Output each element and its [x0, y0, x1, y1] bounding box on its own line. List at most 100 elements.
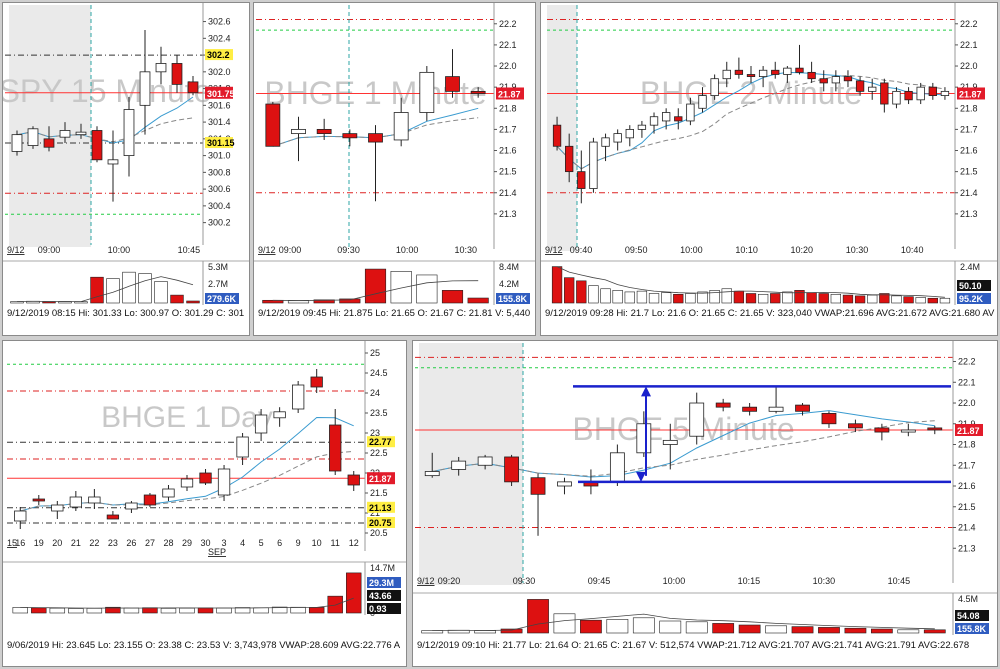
candle-body: [91, 130, 103, 161]
candle-body: [831, 76, 841, 84]
price-tick-label: 21.7: [499, 124, 517, 134]
price-tick-label: 21.6: [499, 146, 517, 156]
price-tick-label: 300.8: [208, 167, 231, 177]
candle-body: [722, 69, 731, 80]
volume-tick-label: 5.3M: [208, 262, 228, 272]
candle-body: [686, 103, 695, 122]
time-axis-label: 09:45: [588, 576, 611, 586]
volume-bar: [606, 619, 629, 634]
candle-body: [187, 81, 199, 94]
volume-bar: [648, 293, 660, 304]
candle: [43, 126, 55, 152]
candle: [783, 66, 792, 83]
volume-bar: [854, 295, 866, 304]
price-tick-label: 21.8: [499, 103, 517, 113]
status-bar: 9/12/2019 09:10 Hi: 21.77 Lo: 21.64 O: 2…: [417, 640, 970, 651]
chart-panel-bhge-1-minute[interactable]: BHGE 1 Minute 21.3 21.4 21.5 21.6 21.7 21.8 21.…: [253, 2, 536, 336]
status-bar: 9/06/2019 Hi: 23.645 Lo: 23.155 O: 23.38…: [7, 640, 401, 651]
volume-badge-text: 0.93: [369, 604, 387, 614]
time-axis-label: 09:30: [337, 245, 360, 255]
time-axis-label: 10:30: [846, 245, 869, 255]
candle-body: [69, 496, 82, 508]
candle: [139, 29, 151, 135]
candle-body: [342, 133, 358, 139]
volume-bar: [844, 627, 867, 634]
volume-average-line: [432, 613, 935, 631]
candle: [393, 97, 409, 147]
candle: [589, 137, 598, 193]
last-price-badge: [496, 87, 524, 100]
price-tick-label: 21.6: [960, 146, 978, 156]
chart-panel-bhge-1-day[interactable]: BHGE 1 Day 20.5 21 21.5 22 22.5 23 23.5 24 24.5 25…: [2, 340, 407, 667]
candle: [368, 125, 383, 202]
chart-svg[interactable]: BHGE 1 Day 20.5 21 21.5 22 22.5 23 23.5 24 24.5 25…: [3, 341, 407, 667]
volume-bar: [733, 290, 745, 304]
candle: [795, 44, 804, 75]
candle: [565, 133, 574, 183]
volume-badge-text: 155.8K: [957, 624, 987, 634]
volume-tick-label: 14.7M: [370, 563, 395, 573]
date-tag: 9/12: [417, 576, 435, 586]
volume-bar: [624, 291, 635, 304]
price-tick-label: 24.5: [370, 368, 388, 378]
price-tick-label: 22.5: [370, 448, 388, 458]
candle-body: [51, 504, 64, 512]
candle: [11, 130, 23, 156]
candle: [342, 129, 358, 147]
volume-bar: [867, 294, 878, 304]
candle-body: [649, 116, 659, 126]
time-axis-label: 09:40: [570, 245, 593, 255]
volume-bar: [467, 297, 489, 304]
price-tick-label: 300.6: [208, 184, 231, 194]
price-tick-label: 21.8: [958, 440, 976, 450]
candle: [310, 369, 323, 393]
candle: [613, 129, 622, 151]
candle-body: [916, 86, 925, 101]
chart-svg[interactable]: BHGE 5 Minute 21.3 21.4 21.5 21.6 21.7 21.8 21.…: [413, 341, 998, 667]
volume-bar: [891, 295, 902, 304]
candle-body: [477, 456, 493, 466]
candle: [637, 120, 647, 138]
candle-body: [11, 134, 23, 152]
chart-panel-bhge-5-minute[interactable]: BHGE 5 Minute 21.3 21.4 21.5 21.6 21.7 21.8 21.…: [412, 340, 998, 667]
volume-bar: [308, 607, 325, 614]
candle: [180, 475, 194, 491]
candle-body: [589, 141, 598, 189]
candle-body: [637, 124, 647, 130]
candle: [771, 61, 780, 79]
candle-body: [180, 478, 194, 488]
volume-bar: [290, 606, 306, 614]
candle-body: [107, 159, 119, 165]
chart-panel-bhge-2-minute[interactable]: BHGE 2 Minute 21.3 21.4 21.5 21.6 21.7 21.8 21.…: [540, 2, 998, 336]
premarket-shade: [9, 5, 91, 247]
last-price-badge-text: 21.87: [959, 89, 982, 99]
price-tick-label: 22.0: [960, 61, 978, 71]
candle: [155, 46, 167, 85]
volume-bar: [253, 607, 269, 614]
volume-badge: [367, 603, 401, 614]
volume-badge: [955, 610, 989, 621]
vwap-line: [16, 96, 194, 144]
date-tag: 15: [7, 538, 17, 548]
last-price-badge-text: 301.75: [207, 89, 235, 99]
candle-body: [771, 69, 780, 75]
volume-bar: [659, 620, 682, 634]
volume-bar: [564, 277, 575, 304]
candle-body: [674, 116, 683, 122]
premarket-shade: [547, 5, 577, 251]
candle: [445, 49, 460, 98]
candle: [601, 133, 610, 162]
volume-bar: [600, 288, 611, 304]
candle: [504, 454, 519, 487]
chart-panel-spy-15-minute[interactable]: SPY 15 Minute 300.2 300.4 300.6 300.8 301.0 30…: [2, 2, 250, 336]
candle: [51, 501, 64, 519]
volume-bar: [313, 299, 335, 304]
candle-body: [577, 171, 586, 189]
volume-bar: [794, 290, 805, 304]
candle: [123, 96, 135, 177]
chart-svg[interactable]: BHGE 2 Minute21.321.421.521.621.721.821.…: [541, 3, 998, 336]
chart-svg[interactable]: SPY 15 Minute300.2300.4300.6300.8301.030…: [3, 3, 250, 336]
candle: [125, 501, 138, 513]
candle: [424, 452, 440, 478]
chart-svg[interactable]: BHGE 1 Minute21.321.421.521.621.721.821.…: [254, 3, 536, 336]
